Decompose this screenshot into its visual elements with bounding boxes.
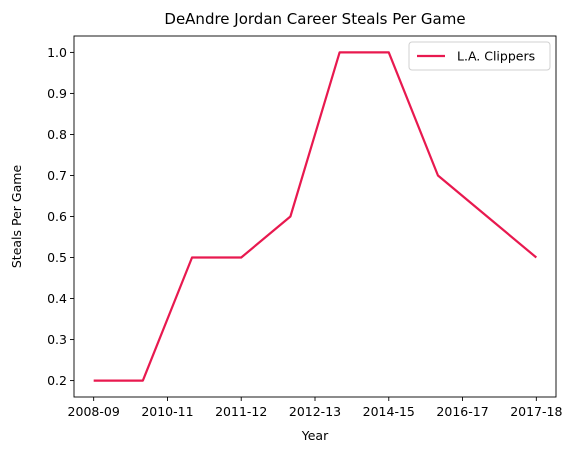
y-tick-label: 0.8 [47,127,67,142]
legend-box [408,41,551,71]
y-tick-label: 0.3 [47,332,67,347]
series-line [93,51,538,382]
chart-title: DeAndre Jordan Career Steals Per Game [164,10,465,28]
y-tick-label: 0.9 [47,86,67,101]
y-tick-label: 0.5 [47,250,67,265]
x-tick-label: 2010-11 [141,404,193,419]
x-tick-label: 2017-18 [510,404,562,419]
legend-label: L.A. Clippers [457,49,535,64]
x-tick-label: 2014-15 [363,404,415,419]
x-tick-label: 2012-13 [289,404,341,419]
y-tick-label: 0.2 [47,373,67,388]
x-tick-label: 2016-17 [436,404,488,419]
y-tick-label: 0.4 [47,291,67,306]
x-tick-label: 2008-09 [68,404,120,419]
legend: L.A. Clippers [408,41,551,71]
y-tick-label: 1.0 [47,45,67,60]
x-tick-label: 2011-12 [215,404,267,419]
x-axis-label: Year [301,428,329,443]
y-tick-label: 0.7 [47,168,67,183]
plot-frame [73,35,557,398]
y-tick-label: 0.6 [47,209,67,224]
y-axis-label: Steals Per Game [9,165,24,269]
plot-area: 0.2 0.3 0.4 0.5 0.6 0.7 0.8 0.9 1.0 2008-09 2010-1… [47,35,562,419]
